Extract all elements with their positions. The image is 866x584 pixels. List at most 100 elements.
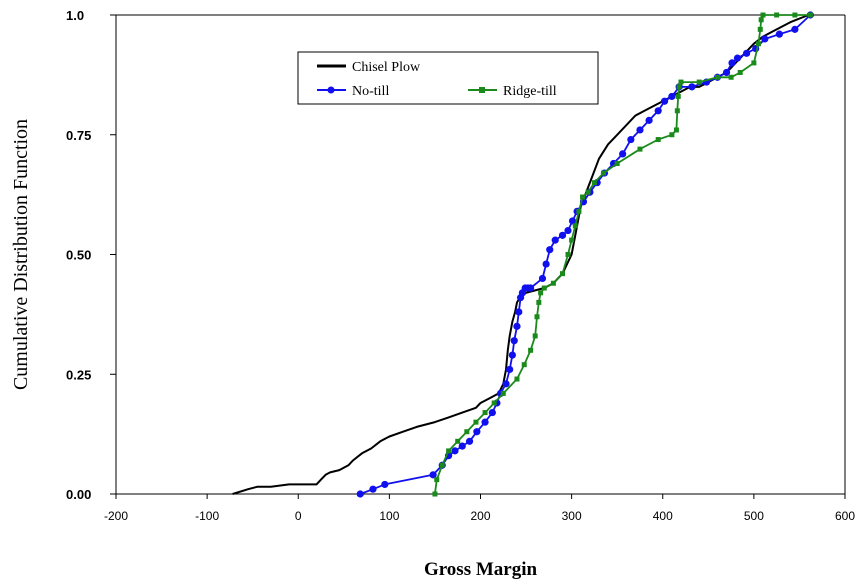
- x-tick-label: 500: [744, 509, 764, 523]
- data-point-ridge-till: [514, 376, 520, 382]
- data-point-ridge-till: [532, 333, 538, 339]
- data-point-ridge-till: [755, 41, 761, 47]
- legend-label-chisel-plow: Chisel Plow: [352, 60, 421, 75]
- data-point-ridge-till: [696, 79, 702, 85]
- data-point-ridge-till: [751, 60, 757, 66]
- x-tick-label: 100: [379, 509, 399, 523]
- data-point-ridge-till: [655, 137, 661, 143]
- data-point-ridge-till: [536, 299, 542, 305]
- y-tick-label: 0.25: [66, 367, 91, 382]
- data-point-ridge-till: [728, 74, 734, 80]
- legend-marker-ridge-till: [479, 87, 485, 93]
- y-tick-label: 0.75: [66, 128, 91, 143]
- data-point-ridge-till: [580, 194, 586, 200]
- legend-box: [297, 51, 599, 105]
- x-axis-title: Gross Margin: [424, 559, 538, 580]
- data-point-ridge-till: [434, 477, 440, 483]
- data-point-ridge-till: [446, 448, 452, 454]
- data-point-no-till: [356, 490, 364, 498]
- data-point-no-till: [551, 236, 559, 244]
- data-point-ridge-till: [760, 12, 766, 18]
- data-point-ridge-till: [669, 132, 675, 138]
- x-tick-label: 0: [295, 509, 302, 523]
- data-point-no-till: [728, 59, 736, 67]
- data-point-no-till: [627, 135, 635, 144]
- data-point-no-till: [546, 246, 554, 254]
- data-point-no-till: [465, 437, 474, 445]
- x-tick-label: 200: [470, 509, 490, 523]
- y-tick-label: 1.0: [66, 8, 84, 23]
- data-point-ridge-till: [591, 180, 597, 186]
- legend-marker-no-till: [327, 86, 335, 94]
- data-point-ridge-till: [528, 347, 534, 353]
- data-point-ridge-till: [737, 69, 743, 75]
- data-point-ridge-till: [560, 271, 566, 277]
- data-point-no-till: [538, 274, 547, 283]
- data-point-no-till: [761, 35, 769, 43]
- series-layer: [232, 11, 814, 498]
- x-axis-ticks: -200 -100 0 100 200 300 400 500 600: [104, 494, 855, 523]
- data-point-ridge-till: [673, 127, 679, 133]
- data-point-ridge-till: [550, 280, 556, 286]
- x-tick-label: -200: [104, 509, 128, 523]
- data-point-ridge-till: [565, 252, 571, 257]
- x-tick-label: 600: [835, 509, 855, 523]
- series-line-no-till: [359, 14, 812, 495]
- data-point-ridge-till: [432, 491, 438, 497]
- data-point-ridge-till: [482, 410, 488, 416]
- data-point-no-till: [481, 418, 489, 426]
- x-tick-label: 300: [562, 509, 582, 523]
- data-point-no-till: [381, 480, 389, 489]
- data-point-no-till: [542, 260, 550, 268]
- data-point-no-till: [791, 25, 799, 33]
- data-point-ridge-till: [541, 285, 547, 291]
- data-point-no-till: [488, 408, 496, 417]
- data-point-no-till: [742, 49, 751, 57]
- data-point-ridge-till: [455, 438, 461, 444]
- data-point-ridge-till: [674, 108, 680, 114]
- data-point-no-till: [510, 337, 518, 345]
- data-point-ridge-till: [614, 160, 620, 166]
- data-point-ridge-till: [439, 462, 445, 468]
- data-point-ridge-till: [714, 74, 720, 80]
- y-tick-label: 0.00: [66, 487, 91, 502]
- data-point-no-till: [619, 150, 627, 158]
- data-point-ridge-till: [792, 12, 798, 18]
- data-point-ridge-till: [678, 79, 684, 85]
- data-point-ridge-till: [675, 93, 681, 99]
- data-point-ridge-till: [572, 223, 578, 229]
- data-point-ridge-till: [601, 170, 607, 176]
- legend-label-no-till: No-till: [352, 84, 389, 99]
- y-axis-title: Cumulative Distribution Function: [10, 119, 32, 390]
- data-point-no-till: [369, 485, 377, 493]
- legend: Chisel Plow No-till Ridge-till: [297, 51, 599, 105]
- data-point-ridge-till: [758, 17, 764, 23]
- data-point-no-till: [688, 83, 696, 91]
- data-point-no-till: [564, 226, 572, 235]
- data-point-no-till: [429, 471, 437, 479]
- data-point-no-till: [668, 92, 676, 101]
- data-point-no-till: [527, 284, 535, 292]
- y-tick-label: 0.50: [66, 248, 91, 263]
- data-point-ridge-till: [473, 419, 479, 425]
- x-tick-label: -100: [195, 509, 219, 523]
- data-point-no-till: [506, 365, 514, 374]
- data-point-no-till: [473, 428, 481, 436]
- data-point-no-till: [733, 54, 742, 62]
- data-point-ridge-till: [757, 26, 763, 32]
- data-point-ridge-till: [637, 146, 643, 152]
- data-point-ridge-till: [491, 400, 497, 406]
- data-point-no-till: [458, 442, 466, 450]
- y-axis-ticks: 0.00 0.25 0.50 0.75 1.0: [66, 8, 116, 502]
- data-point-no-till: [775, 30, 783, 38]
- data-point-ridge-till: [676, 84, 682, 90]
- data-point-no-till: [451, 447, 459, 455]
- data-point-ridge-till: [585, 189, 591, 195]
- data-point-no-till: [502, 380, 510, 388]
- legend-label-ridge-till: Ridge-till: [503, 84, 557, 99]
- data-point-no-till: [558, 231, 567, 239]
- data-point-ridge-till: [521, 362, 527, 368]
- data-point-no-till: [660, 97, 669, 105]
- x-tick-label: 400: [653, 509, 673, 523]
